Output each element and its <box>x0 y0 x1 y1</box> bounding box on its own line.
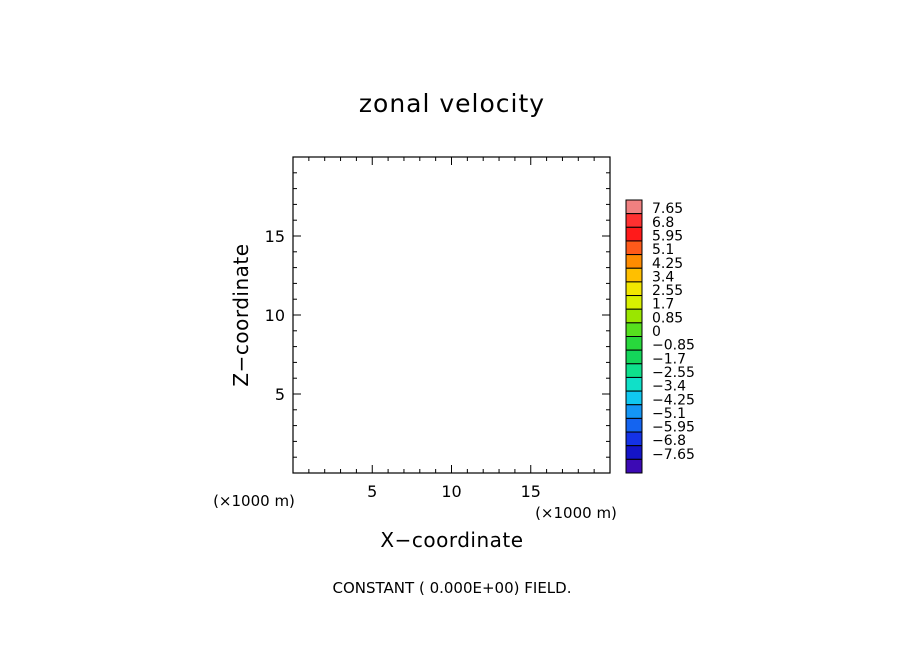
colorbar-swatch <box>625 431 643 447</box>
colorbar-label: −3.4 <box>652 379 686 395</box>
colorbar-label: 4.25 <box>652 256 683 272</box>
x-axis-unit: (×1000 m) <box>535 504 617 522</box>
colorbar-label: −7.65 <box>652 447 695 463</box>
colorbar-swatch <box>625 254 643 269</box>
colorbar-swatch <box>625 267 643 283</box>
y-tick-labels: 5 10 15 <box>265 227 285 404</box>
colorbar-swatch <box>625 417 643 433</box>
colorbar-swatch <box>625 213 643 228</box>
colorbar-swatch <box>625 445 643 460</box>
colorbar: 7.656.85.955.14.253.42.551.70.850−0.85−1… <box>625 199 695 474</box>
colorbar-swatch <box>625 458 643 474</box>
colorbar-label: 6.8 <box>652 215 674 231</box>
colorbar-swatch <box>625 336 643 351</box>
colorbar-swatch <box>625 390 643 406</box>
colorbar-label: −1.7 <box>652 351 686 367</box>
colorbar-swatch <box>625 226 643 242</box>
colorbar-label: 5.1 <box>652 242 674 258</box>
colorbar-label: −5.1 <box>652 406 686 422</box>
axis-ticks <box>293 157 610 473</box>
colorbar-swatch <box>625 281 643 297</box>
colorbar-label: 0 <box>652 324 661 340</box>
plot-frame <box>292 156 611 474</box>
colorbar-label: 5.95 <box>652 228 683 244</box>
y-axis-unit: (×1000 m) <box>213 492 295 510</box>
y-tick-label: 15 <box>265 227 285 246</box>
x-tick-labels: 5 10 15 <box>367 482 541 501</box>
chart-title: zonal velocity <box>359 89 545 118</box>
x-axis-title: X−coordinate <box>380 528 523 552</box>
y-tick-label: 5 <box>275 385 285 404</box>
colorbar-label: −4.25 <box>652 392 695 408</box>
colorbar-swatch <box>625 363 643 378</box>
colorbar-label: −6.8 <box>652 433 686 449</box>
colorbar-label: −2.55 <box>652 365 695 381</box>
colorbar-label: 3.4 <box>652 269 674 285</box>
colorbar-swatch <box>625 376 643 392</box>
x-tick-label: 10 <box>441 482 461 501</box>
field-note: CONSTANT ( 0.000E+00) FIELD. <box>333 579 572 597</box>
colorbar-label: 1.7 <box>652 297 674 313</box>
colorbar-swatch <box>625 308 643 324</box>
colorbar-label: 7.65 <box>652 201 683 217</box>
colorbar-label: 0.85 <box>652 310 683 326</box>
colorbar-swatch <box>625 349 643 365</box>
x-tick-label: 15 <box>521 482 541 501</box>
colorbar-label: −0.85 <box>652 338 695 354</box>
colorbar-label: 2.55 <box>652 283 683 299</box>
colorbar-swatch <box>625 199 643 215</box>
colorbar-label: −5.95 <box>652 420 695 436</box>
colorbar-swatch <box>625 322 643 338</box>
colorbar-swatch <box>625 240 643 256</box>
colorbar-swatch <box>625 295 643 310</box>
colorbar-swatch <box>625 404 643 419</box>
y-axis-title: Z−coordinate <box>229 243 253 386</box>
y-tick-label: 10 <box>265 306 285 325</box>
x-tick-label: 5 <box>367 482 377 501</box>
